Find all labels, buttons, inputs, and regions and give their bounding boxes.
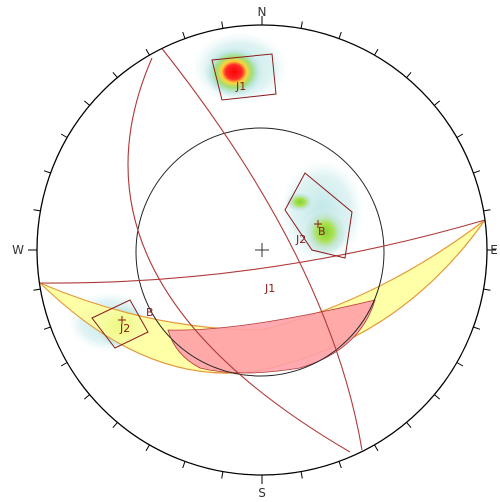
label-j1-plane: J1	[264, 282, 275, 295]
critical-zone	[167, 299, 376, 374]
compass-west: W	[12, 243, 24, 257]
great-circle-j2	[127, 57, 351, 453]
azimuth-tick	[456, 362, 464, 367]
pole-marker-j2	[118, 316, 126, 324]
density-b-core	[303, 208, 347, 256]
azimuth-tick	[434, 394, 441, 400]
window-b	[284, 172, 353, 259]
azimuth-tick	[60, 362, 68, 367]
great-circle-b	[159, 45, 363, 451]
window-j1	[211, 53, 277, 101]
azimuth-tick	[221, 21, 224, 29]
azimuth-tick	[221, 471, 224, 479]
friction-cone-circle	[135, 127, 385, 377]
azimuth-tick	[112, 422, 118, 429]
label-j1-pole: J1	[235, 80, 246, 93]
azimuth-tick	[112, 71, 118, 78]
label-b-plane: B	[146, 306, 154, 319]
label-j2-pole: J2	[119, 322, 130, 335]
azimuth-tick	[456, 133, 464, 138]
density-b-secondary	[286, 192, 314, 212]
azimuth-tick	[33, 209, 41, 212]
pole-density-contours	[68, 32, 364, 352]
azimuth-ticks	[28, 16, 496, 484]
azimuth-tick	[483, 209, 491, 212]
azimuth-tick	[145, 48, 150, 56]
azimuth-tick	[483, 288, 491, 291]
compass-north: N	[258, 5, 267, 19]
pole-markers	[118, 220, 322, 324]
azimuth-tick	[83, 394, 90, 400]
azimuth-tick	[374, 48, 379, 56]
azimuth-tick	[473, 326, 481, 330]
label-b-pole: B	[318, 225, 326, 238]
azimuth-tick	[338, 461, 342, 469]
azimuth-tick	[83, 100, 90, 106]
azimuth-tick	[434, 100, 441, 106]
azimuth-tick	[300, 21, 303, 29]
azimuth-tick	[406, 422, 412, 429]
azimuth-tick	[473, 170, 481, 174]
great-circle-j1	[39, 219, 486, 284]
azimuth-tick	[182, 461, 186, 469]
center-cross	[255, 243, 269, 257]
azimuth-tick	[43, 326, 51, 330]
window-j2	[91, 299, 149, 349]
pole-marker-b	[314, 220, 322, 228]
azimuth-tick	[43, 170, 51, 174]
azimuth-tick	[145, 444, 150, 452]
azimuth-tick	[33, 288, 41, 291]
azimuth-tick	[60, 133, 68, 138]
compass-east: E	[490, 243, 498, 257]
azimuth-tick	[374, 444, 379, 452]
azimuth-tick	[406, 71, 412, 78]
density-j1-core	[204, 46, 264, 98]
azimuth-tick	[338, 31, 342, 39]
azimuth-tick	[182, 31, 186, 39]
label-j2-plane: J2	[295, 233, 306, 246]
pole-windows	[91, 53, 353, 349]
azimuth-tick	[300, 471, 303, 479]
great-circles	[39, 45, 486, 453]
compass-south: S	[258, 486, 266, 500]
